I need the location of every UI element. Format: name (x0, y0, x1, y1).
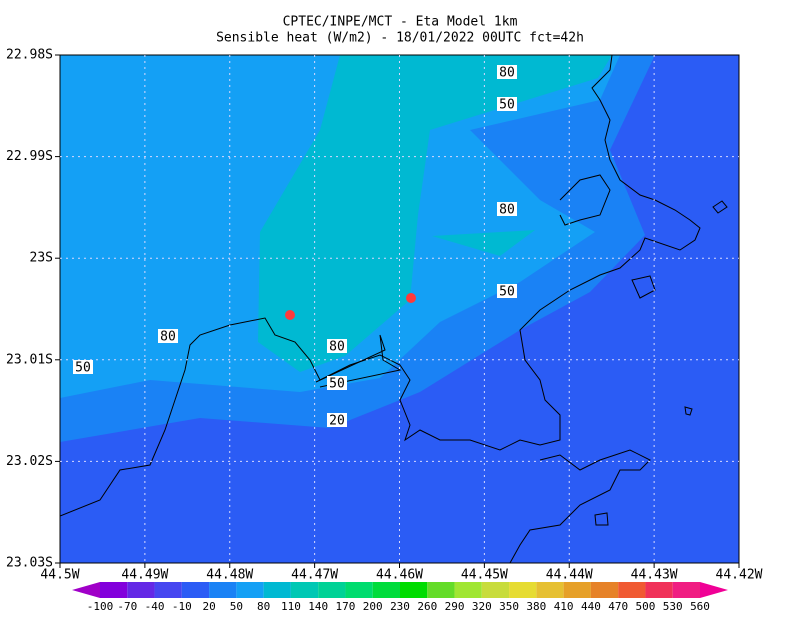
colorbar-box (345, 582, 373, 598)
contour-label-box (327, 339, 347, 353)
contour-label: 20 (329, 414, 345, 429)
x-tick-label: 44.47W (291, 568, 338, 583)
colorbar-box (318, 582, 346, 598)
colorbar-label: -40 (145, 600, 165, 613)
colorbar-box (509, 582, 537, 598)
colorbar-label: 110 (281, 600, 301, 613)
contour-label-box (497, 65, 517, 79)
station-marker (285, 310, 295, 320)
colorbar-label: 140 (308, 600, 328, 613)
colorbar-label: 500 (636, 600, 656, 613)
colorbar-label: 230 (390, 600, 410, 613)
y-tick-label: 23.01S (6, 352, 53, 367)
colorbar-arrow (72, 582, 100, 598)
colorbar-label: 80 (257, 600, 270, 613)
island (712, 200, 728, 214)
colorbar-label: 320 (472, 600, 492, 613)
colorbar-box (372, 582, 400, 598)
contour-label: 80 (499, 203, 515, 218)
contour-label: 80 (160, 330, 176, 345)
contour-label: 80 (329, 340, 345, 355)
contour-label-box (327, 376, 347, 390)
y-tick-label: 23.03S (6, 556, 53, 571)
coastline (509, 449, 651, 563)
contour-label-box (497, 284, 517, 298)
y-tick-label: 23.02S (6, 454, 53, 469)
y-tick-label: 22.99S (6, 149, 53, 164)
island (594, 512, 609, 526)
contour-label-box (73, 360, 93, 374)
fill-band (258, 55, 612, 372)
colorbar-box (400, 582, 428, 598)
y-tick-label: 22.98S (6, 48, 53, 63)
colorbar-box (263, 582, 291, 598)
colorbar-box (590, 582, 619, 598)
colorbar-box (181, 582, 210, 598)
coastline (559, 174, 611, 226)
title-line: CPTEC/INPE/MCT - Eta Model 1km (283, 15, 518, 30)
y-tick-label: 23S (30, 251, 53, 266)
station-marker (406, 293, 416, 303)
island (631, 275, 656, 299)
colorbar-box (154, 582, 182, 598)
colorbar-box (454, 582, 482, 598)
x-tick-label: 44.43W (631, 568, 678, 583)
colorbar-box (481, 582, 510, 598)
contour-label: 50 (499, 98, 515, 113)
contour-label: 50 (75, 361, 91, 376)
colorbar-label: -10 (172, 600, 192, 613)
x-tick-label: 44.49W (121, 568, 168, 583)
colorbar-box (563, 582, 591, 598)
contour-label-box (158, 329, 178, 343)
contour-label: 50 (499, 285, 515, 300)
colorbar-box (536, 582, 564, 598)
contour-label-box (497, 202, 517, 216)
colorbar-box (127, 582, 155, 598)
colorbar-label: 470 (608, 600, 628, 613)
colorbar-label: 350 (499, 600, 519, 613)
colorbar-label: 260 (417, 600, 437, 613)
island (684, 406, 693, 416)
colorbar-label: 560 (690, 600, 710, 613)
colorbar-box (618, 582, 646, 598)
colorbar-box (236, 582, 264, 598)
colorbar-box (645, 582, 673, 598)
colorbar-box (672, 582, 700, 598)
contour-label-box (497, 97, 517, 111)
colorbar-label: 50 (230, 600, 243, 613)
colorbar-label: 170 (336, 600, 356, 613)
colorbar-label: -100 (87, 600, 114, 613)
colorbar-label: -70 (117, 600, 137, 613)
fill-band (432, 230, 535, 256)
colorbar-box (209, 582, 237, 598)
colorbar-label: 410 (554, 600, 574, 613)
contour-label: 50 (329, 377, 345, 392)
x-tick-label: 44.44W (546, 568, 593, 583)
colorbar-box (100, 582, 128, 598)
x-tick-label: 44.48W (206, 568, 253, 583)
x-tick-label: 44.5W (40, 568, 79, 583)
x-tick-label: 44.42W (716, 568, 763, 583)
pier (315, 334, 402, 388)
colorbar-label: 20 (202, 600, 215, 613)
colorbar-label: 380 (526, 600, 546, 613)
colorbar-label: 200 (363, 600, 383, 613)
contour-label: 80 (499, 66, 515, 81)
colorbar-arrow (700, 582, 728, 598)
colorbar-label: 530 (663, 600, 683, 613)
x-tick-label: 44.45W (461, 568, 508, 583)
contour-label-box (327, 413, 347, 427)
colorbar-label: 440 (581, 600, 601, 613)
colorbar-label: 290 (445, 600, 465, 613)
colorbar-box (290, 582, 319, 598)
title-line: Sensible heat (W/m2) - 18/01/2022 00UTC … (216, 31, 584, 46)
x-tick-label: 44.46W (376, 568, 423, 583)
colorbar-box (427, 582, 455, 598)
